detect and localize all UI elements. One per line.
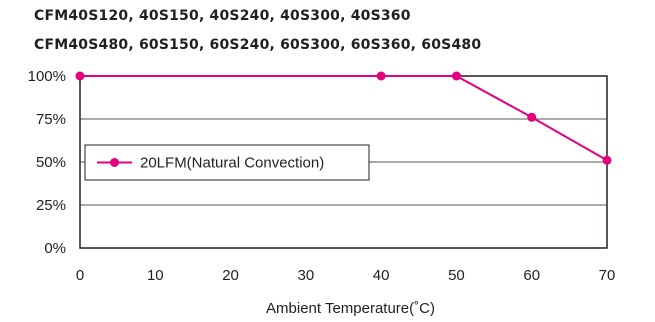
y-tick-label: 100% <box>28 68 66 85</box>
chart-title-line-1: CFM40S120, 40S150, 40S240, 40S300, 40S36… <box>34 8 411 24</box>
y-tick-label: 50% <box>36 154 66 171</box>
x-tick-label: 70 <box>599 267 616 284</box>
legend-marker <box>110 158 119 167</box>
y-tick-label: 0% <box>44 240 66 257</box>
data-point <box>376 71 386 81</box>
legend-label: 20LFM(Natural Convection) <box>140 155 324 172</box>
x-tick-label: 20 <box>222 267 239 284</box>
x-tick-label: 50 <box>448 267 465 284</box>
x-tick-labels: 0 10 20 30 40 50 60 70 <box>76 267 616 284</box>
data-point <box>451 71 461 81</box>
series-layer <box>75 71 612 165</box>
data-point <box>75 71 85 81</box>
x-tick-label: 60 <box>523 267 540 284</box>
data-point <box>527 112 537 122</box>
x-tick-label: 10 <box>147 267 164 284</box>
x-tick-label: 30 <box>298 267 315 284</box>
chart-title-line-2: CFM40S480, 60S150, 60S240, 60S300, 60S36… <box>34 37 482 53</box>
y-tick-label: 75% <box>36 111 66 128</box>
x-axis-title: Ambient Temperature(˚C) <box>266 300 435 317</box>
x-tick-label: 40 <box>373 267 390 284</box>
legend-box <box>84 144 370 181</box>
data-point <box>602 155 612 165</box>
y-tick-label: 25% <box>36 197 66 214</box>
x-tick-label: 0 <box>76 267 84 284</box>
legend: 20LFM(Natural Convection) <box>84 144 370 181</box>
y-tick-labels: 0% 25% 50% 75% 100% <box>28 68 66 257</box>
